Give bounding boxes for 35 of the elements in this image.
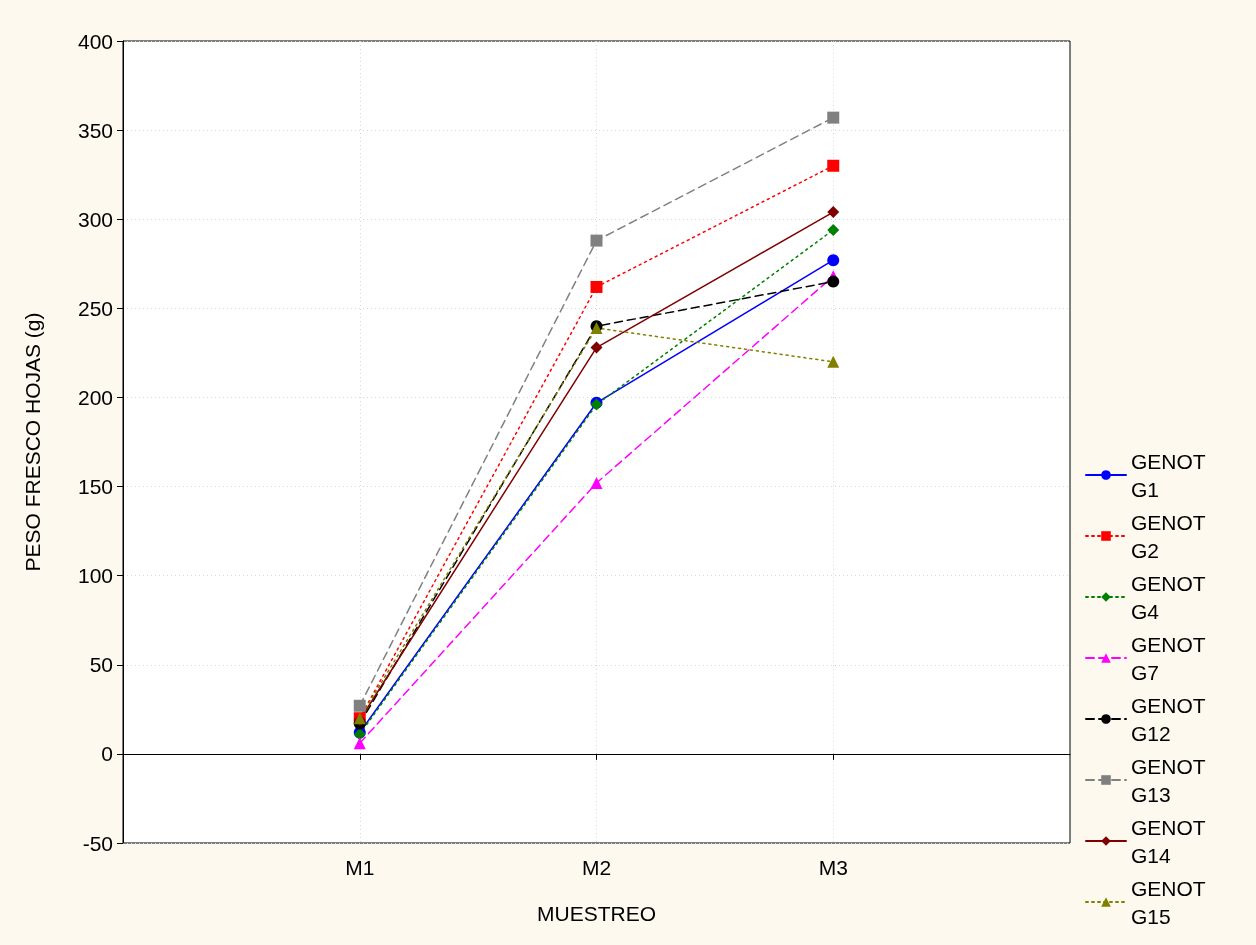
y-tick-label: 100 <box>77 564 113 588</box>
point <box>827 275 840 288</box>
x-tick-label: M2 <box>581 856 612 879</box>
point <box>827 254 840 267</box>
point <box>590 280 603 293</box>
y-tick-label: 200 <box>77 385 113 409</box>
legend-label: GENOT G4 <box>1131 571 1212 623</box>
y-tick-label: 300 <box>77 207 113 231</box>
y-tick-label: 0 <box>101 742 113 766</box>
y-tick-label: 400 <box>77 29 113 53</box>
y-tick-label: 350 <box>77 118 113 142</box>
x-tick-label: M3 <box>818 856 848 879</box>
point <box>590 476 603 489</box>
y-tick-label: 50 <box>89 653 113 677</box>
y-tick-label: 150 <box>77 475 113 499</box>
legend-label: GENOT G13 <box>1131 754 1212 806</box>
x-axis-title: MUESTREO <box>536 902 657 925</box>
y-tick-label: -50 <box>82 831 113 855</box>
point <box>827 111 840 124</box>
point <box>827 206 840 219</box>
y-tick-label: 250 <box>77 296 113 320</box>
legend-label: GENOT G7 <box>1131 632 1212 684</box>
legend-label: GENOT G2 <box>1131 510 1212 562</box>
point <box>590 234 603 247</box>
point <box>827 223 840 236</box>
point <box>590 341 603 354</box>
point <box>353 737 366 750</box>
legend-label: GENOT G1 <box>1131 449 1212 501</box>
legend-label: GENOT G15 <box>1131 876 1212 928</box>
y-axis-title: PESO FRESCO HOJAS (g) <box>21 312 44 572</box>
point <box>353 699 366 712</box>
legend-label: GENOT G14 <box>1131 815 1212 867</box>
legend-label: GENOT G12 <box>1131 693 1212 745</box>
x-tick-label: M1 <box>345 856 375 879</box>
point <box>827 159 840 172</box>
